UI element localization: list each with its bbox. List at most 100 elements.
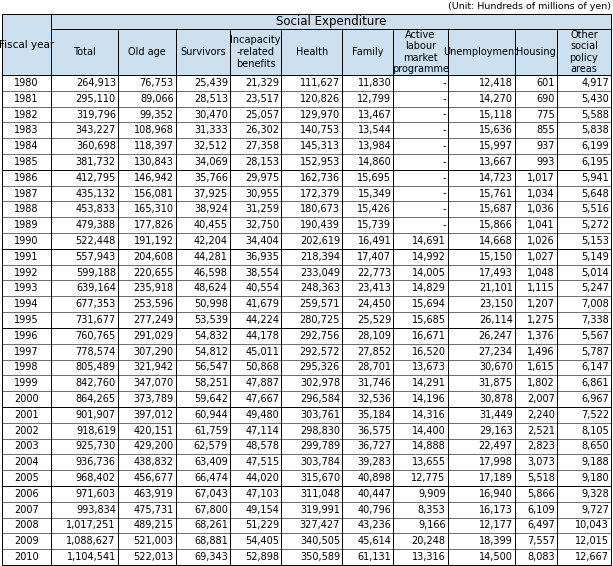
Text: 15,349: 15,349 — [357, 188, 391, 199]
Text: 1993: 1993 — [14, 284, 39, 293]
Text: 601: 601 — [536, 78, 555, 88]
Text: 21,101: 21,101 — [479, 284, 513, 293]
Text: 12,775: 12,775 — [411, 473, 446, 483]
Text: 381,732: 381,732 — [75, 157, 116, 167]
Text: 291,029: 291,029 — [134, 331, 173, 341]
Text: Incapacity
-related
benefits: Incapacity -related benefits — [230, 36, 281, 68]
Text: 599,188: 599,188 — [76, 268, 116, 277]
Text: 9,180: 9,180 — [581, 473, 609, 483]
Text: 15,687: 15,687 — [479, 204, 513, 215]
Text: 27,358: 27,358 — [245, 141, 280, 151]
Text: 1984: 1984 — [14, 141, 39, 151]
Text: 1990: 1990 — [14, 236, 39, 246]
Text: 40,455: 40,455 — [194, 220, 228, 230]
Text: 13,544: 13,544 — [357, 125, 391, 135]
Text: 52,898: 52,898 — [245, 552, 280, 562]
Text: 38,554: 38,554 — [245, 268, 280, 277]
Text: 1994: 1994 — [14, 299, 39, 309]
Text: 61,131: 61,131 — [357, 552, 391, 562]
Text: 489,215: 489,215 — [134, 521, 173, 530]
Text: 1983: 1983 — [14, 125, 39, 135]
Text: 48,578: 48,578 — [245, 441, 280, 452]
Text: 968,402: 968,402 — [76, 473, 116, 483]
Text: 24,450: 24,450 — [357, 299, 391, 309]
Text: 69,343: 69,343 — [194, 552, 228, 562]
Text: 6,109: 6,109 — [527, 505, 555, 514]
Text: 5,518: 5,518 — [527, 473, 555, 483]
Text: 639,164: 639,164 — [76, 284, 116, 293]
Text: 5,014: 5,014 — [581, 268, 609, 277]
Text: 25,057: 25,057 — [245, 109, 280, 119]
Text: 463,919: 463,919 — [134, 489, 173, 499]
Text: 307,290: 307,290 — [134, 346, 173, 357]
Text: 40,796: 40,796 — [357, 505, 391, 514]
Text: 1,026: 1,026 — [527, 236, 555, 246]
Text: 62,579: 62,579 — [194, 441, 228, 452]
Text: 2009: 2009 — [14, 537, 39, 546]
Text: 58,251: 58,251 — [194, 378, 228, 388]
Text: 68,261: 68,261 — [194, 521, 228, 530]
Text: 191,192: 191,192 — [134, 236, 173, 246]
Text: 53,539: 53,539 — [194, 315, 228, 325]
Text: 14,992: 14,992 — [412, 252, 446, 261]
Text: 248,363: 248,363 — [300, 284, 340, 293]
Text: 28,109: 28,109 — [357, 331, 391, 341]
Text: 2001: 2001 — [14, 410, 39, 420]
Text: 60,944: 60,944 — [194, 410, 228, 420]
Text: 43,236: 43,236 — [357, 521, 391, 530]
Text: 111,627: 111,627 — [300, 78, 340, 88]
Text: 522,448: 522,448 — [75, 236, 116, 246]
Text: 130,843: 130,843 — [134, 157, 173, 167]
Text: 47,667: 47,667 — [245, 394, 280, 404]
Text: 2002: 2002 — [14, 426, 39, 436]
Text: 89,066: 89,066 — [140, 94, 173, 104]
Text: 2006: 2006 — [14, 489, 39, 499]
Text: -: - — [442, 78, 446, 88]
Text: 1992: 1992 — [14, 268, 39, 277]
Text: 1,048: 1,048 — [527, 268, 555, 277]
Text: 21,329: 21,329 — [245, 78, 280, 88]
Text: 30,670: 30,670 — [479, 362, 513, 372]
Text: 677,353: 677,353 — [75, 299, 116, 309]
Text: 9,188: 9,188 — [581, 457, 609, 468]
Text: 453,833: 453,833 — [76, 204, 116, 215]
Text: 15,694: 15,694 — [412, 299, 446, 309]
Text: 165,310: 165,310 — [134, 204, 173, 215]
Text: 11,830: 11,830 — [357, 78, 391, 88]
Text: 5,838: 5,838 — [581, 125, 609, 135]
Text: 17,998: 17,998 — [479, 457, 513, 468]
Text: 15,150: 15,150 — [479, 252, 513, 261]
Text: 2008: 2008 — [14, 521, 39, 530]
Text: 1989: 1989 — [14, 220, 39, 230]
Text: 26,114: 26,114 — [479, 315, 513, 325]
Text: 40,447: 40,447 — [357, 489, 391, 499]
Text: 855: 855 — [536, 125, 555, 135]
Text: 54,812: 54,812 — [194, 346, 228, 357]
Text: 120,826: 120,826 — [300, 94, 340, 104]
Text: 45,011: 45,011 — [245, 346, 280, 357]
Text: 49,480: 49,480 — [246, 410, 280, 420]
Text: 23,150: 23,150 — [479, 299, 513, 309]
Text: 146,942: 146,942 — [134, 173, 173, 183]
Text: 44,020: 44,020 — [245, 473, 280, 483]
Text: 971,603: 971,603 — [76, 489, 116, 499]
Text: 299,789: 299,789 — [300, 441, 340, 452]
Text: 1999: 1999 — [14, 378, 39, 388]
Text: 2010: 2010 — [14, 552, 39, 562]
Text: 13,655: 13,655 — [411, 457, 446, 468]
Text: 46,598: 46,598 — [194, 268, 228, 277]
Text: 1,041: 1,041 — [527, 220, 555, 230]
Text: Other
social
policy
areas: Other social policy areas — [569, 29, 598, 74]
Text: 66,474: 66,474 — [194, 473, 228, 483]
Text: 31,259: 31,259 — [245, 204, 280, 215]
Text: 29,975: 29,975 — [245, 173, 280, 183]
Text: 67,800: 67,800 — [194, 505, 228, 514]
Text: 56,547: 56,547 — [194, 362, 228, 372]
Text: 429,200: 429,200 — [134, 441, 173, 452]
Text: 1,104,541: 1,104,541 — [67, 552, 116, 562]
Text: 14,291: 14,291 — [412, 378, 446, 388]
Text: 259,571: 259,571 — [300, 299, 340, 309]
Text: 63,409: 63,409 — [194, 457, 228, 468]
Text: 16,173: 16,173 — [479, 505, 513, 514]
Text: 397,012: 397,012 — [134, 410, 173, 420]
